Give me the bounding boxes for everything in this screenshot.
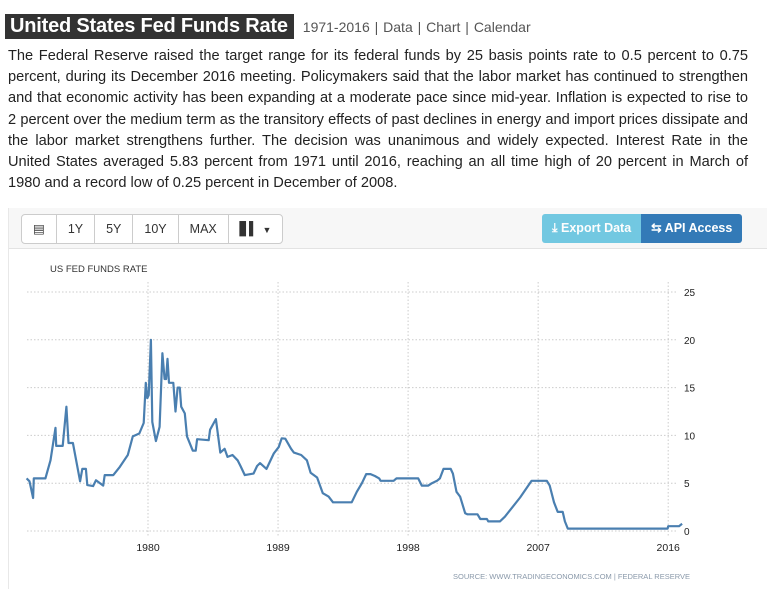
y-tick-label: 15 xyxy=(684,384,696,395)
y-tick-label: 25 xyxy=(684,288,696,299)
chart-type-dropdown[interactable]: ▋▍ ▼ xyxy=(227,215,283,243)
api-access-button[interactable]: ⇆ API Access xyxy=(641,214,743,243)
link-period[interactable]: 1971-2016 xyxy=(302,18,370,35)
separator: | xyxy=(374,18,379,35)
description: The Federal Reserve raised the target ra… xyxy=(8,48,748,192)
range-max-button[interactable]: MAX xyxy=(177,215,228,243)
x-tick-label: 1989 xyxy=(266,542,290,554)
y-tick-label: 20 xyxy=(684,336,696,347)
bar-chart-icon: ▋▍ xyxy=(239,222,259,236)
link-data[interactable]: Data xyxy=(383,18,413,35)
source-note: SOURCE: WWW.TRADINGECONOMICS.COM | FEDER… xyxy=(453,572,690,581)
chart-toolbar: ▤ 1Y 5Y 10Y MAX ▋▍ ▼ ⤓ Export Data ⇆ API… xyxy=(9,208,767,249)
separator: | xyxy=(465,18,469,35)
separator: | xyxy=(417,18,422,35)
exchange-icon: ⇆ xyxy=(651,221,662,235)
api-label: API Access xyxy=(664,221,733,235)
page-title: United States Fed Funds Rate xyxy=(5,14,294,39)
x-tick-label: 2016 xyxy=(657,542,681,554)
y-tick-label: 5 xyxy=(684,479,690,490)
x-tick-label: 1998 xyxy=(396,542,420,554)
caret-down-icon: ▼ xyxy=(262,225,272,235)
export-label: Export Data xyxy=(561,221,632,235)
download-icon: ⤓ xyxy=(552,221,558,235)
chart-panel: ▤ 1Y 5Y 10Y MAX ▋▍ ▼ ⤓ Export Data ⇆ API… xyxy=(8,208,767,589)
range-5y-button[interactable]: 5Y xyxy=(94,215,132,243)
chart-title: US FED FUNDS RATE xyxy=(50,264,147,275)
link-calendar[interactable]: Calendar xyxy=(473,18,531,35)
calendar-icon: ▤ xyxy=(33,222,45,236)
header: United States Fed Funds Rate 1971-2016 |… xyxy=(5,14,531,39)
export-data-button[interactable]: ⤓ Export Data xyxy=(542,214,642,243)
x-tick-label: 1980 xyxy=(136,542,160,554)
range-button-group: ▤ 1Y 5Y 10Y MAX ▋▍ ▼ xyxy=(21,214,284,244)
link-chart[interactable]: Chart xyxy=(426,18,461,35)
series-line xyxy=(25,338,683,530)
header-links: 1971-2016 | Data | Chart | Calendar xyxy=(303,19,531,35)
calendar-button[interactable]: ▤ xyxy=(22,215,56,243)
range-10y-button[interactable]: 10Y xyxy=(132,215,177,243)
y-tick-label: 10 xyxy=(684,431,696,442)
y-tick-label: 0 xyxy=(684,527,690,538)
range-1y-button[interactable]: 1Y xyxy=(55,215,94,243)
x-tick-label: 2007 xyxy=(526,542,550,554)
